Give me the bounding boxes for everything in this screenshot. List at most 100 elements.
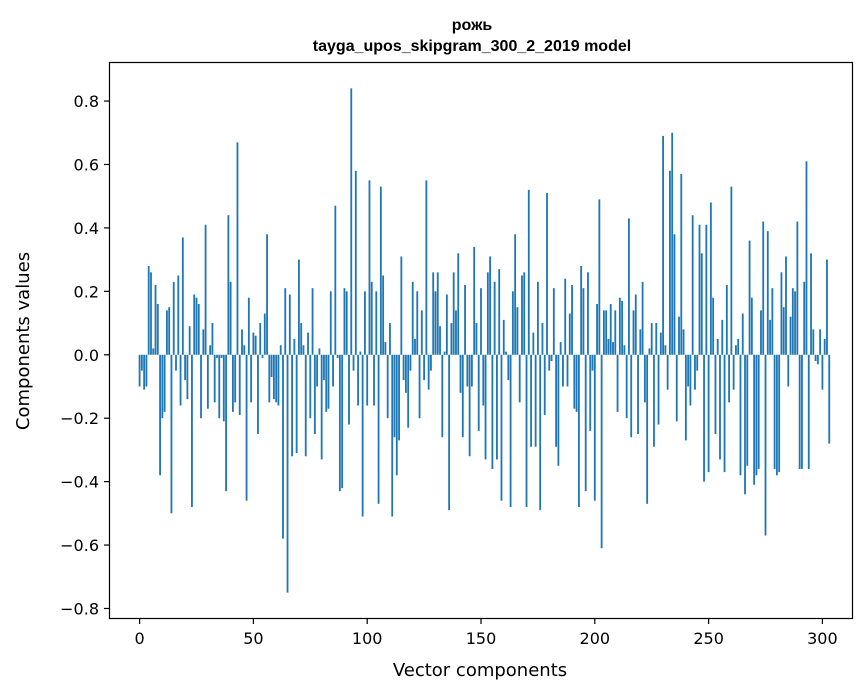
- bar: [300, 323, 303, 355]
- bar: [548, 354, 551, 371]
- bar: [505, 351, 507, 355]
- bar: [707, 354, 710, 473]
- bar: [468, 354, 471, 457]
- bar: [377, 354, 380, 504]
- bar: [826, 259, 828, 355]
- bar: [750, 297, 753, 355]
- bar: [486, 272, 489, 355]
- bar: [575, 354, 578, 412]
- bar: [577, 354, 580, 507]
- bar: [316, 354, 319, 387]
- bar: [509, 354, 512, 507]
- x-tick-label: 100: [352, 629, 383, 648]
- bar: [261, 354, 264, 358]
- bar: [243, 345, 246, 355]
- bar: [184, 354, 187, 381]
- bar: [700, 253, 703, 355]
- bar: [445, 294, 448, 355]
- bar: [712, 297, 715, 355]
- bar: [630, 354, 633, 438]
- bar: [323, 354, 325, 381]
- bar: [621, 300, 624, 355]
- bar: [434, 291, 437, 355]
- bar: [482, 354, 485, 406]
- bar: [254, 335, 257, 355]
- bar: [218, 354, 221, 419]
- bar: [480, 288, 482, 355]
- bar: [147, 265, 150, 355]
- bar: [719, 354, 721, 460]
- y-axis: −0.8 −0.6 −0.4 −0.2 0.0 0.2 0.4 0.6 0.8: [60, 92, 110, 618]
- x-axis: 0 50 100 150 200 250 300: [134, 618, 838, 648]
- bar: [338, 354, 341, 492]
- bar: [172, 281, 175, 355]
- bar: [568, 313, 571, 355]
- bar: [357, 354, 359, 406]
- y-tick-label: 0.8: [74, 92, 99, 111]
- bar: [591, 354, 594, 371]
- bar: [705, 224, 708, 355]
- bar: [382, 275, 385, 355]
- bar: [694, 354, 696, 390]
- bar: [152, 348, 155, 355]
- bar: [216, 354, 218, 358]
- bar: [475, 323, 478, 355]
- y-tick-label: −0.2: [60, 409, 99, 428]
- bar: [197, 304, 200, 355]
- bar: [138, 354, 141, 387]
- bar: [794, 291, 797, 355]
- bar: [810, 253, 812, 355]
- bar: [295, 354, 298, 454]
- bar: [814, 354, 817, 362]
- bar: [236, 142, 239, 355]
- bar: [639, 329, 642, 355]
- bar: [470, 354, 473, 387]
- bar: [632, 310, 635, 355]
- bar: [238, 354, 241, 416]
- bar: [366, 354, 369, 406]
- bar: [625, 354, 628, 419]
- bar: [541, 323, 544, 355]
- bar: [395, 354, 398, 476]
- bar: [411, 281, 414, 355]
- bar: [279, 345, 282, 355]
- bar: [452, 272, 455, 355]
- y-tick-label: 0.2: [74, 282, 99, 301]
- bar: [334, 205, 337, 355]
- bar: [270, 354, 273, 377]
- bar: [404, 354, 407, 393]
- bar: [220, 354, 223, 358]
- bar: [211, 323, 214, 355]
- bar: [500, 354, 503, 501]
- bar: [427, 354, 430, 390]
- bar: [286, 354, 289, 593]
- bar: [436, 272, 439, 355]
- x-tick-label: 0: [134, 629, 144, 648]
- bar: [518, 354, 521, 403]
- bar: [268, 354, 271, 403]
- bar: [250, 354, 253, 403]
- bar: [318, 348, 321, 355]
- bar: [420, 310, 423, 355]
- bar: [746, 354, 749, 466]
- bar: [345, 291, 348, 355]
- bar: [571, 285, 573, 355]
- bar: [368, 180, 371, 355]
- bar: [409, 354, 412, 371]
- bar: [725, 285, 728, 355]
- bar: [732, 354, 735, 390]
- y-tick-label: 0.0: [74, 346, 99, 365]
- bar: [329, 291, 332, 355]
- bar: [678, 316, 680, 355]
- chart-title: рожь: [452, 17, 493, 34]
- bar: [596, 304, 598, 355]
- bar: [266, 234, 268, 355]
- bar: [539, 354, 542, 511]
- bar: [616, 354, 619, 412]
- bar: [400, 256, 403, 355]
- bar: [195, 297, 198, 355]
- bar: [234, 354, 237, 403]
- bar: [448, 354, 451, 511]
- bar: [527, 189, 530, 355]
